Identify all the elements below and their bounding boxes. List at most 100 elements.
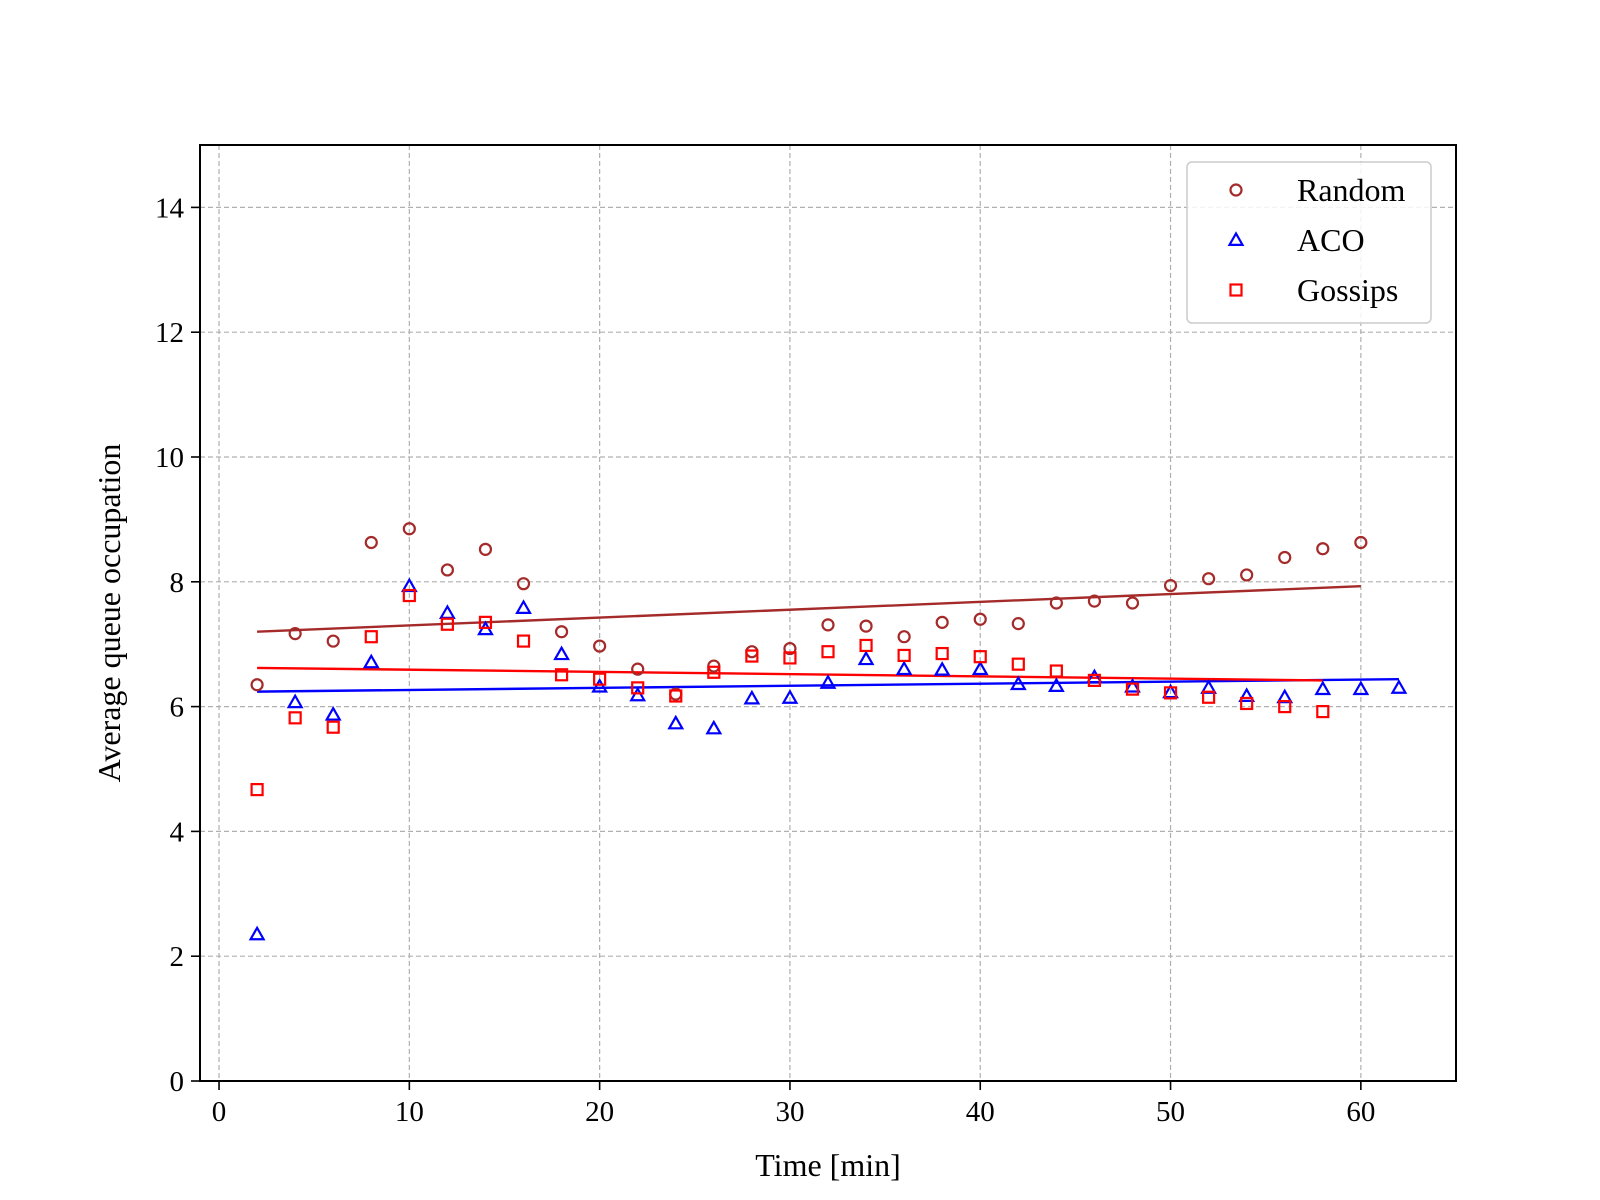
axis-ticks: 0 10 20 30 40 50 60 0 2 4 6 8 10 12 14 (155, 192, 1375, 1128)
data-point-random (1240, 568, 1254, 582)
data-point-gossips (669, 689, 683, 703)
x-tick-label: 20 (585, 1096, 614, 1128)
data-point-gossips (1316, 704, 1330, 719)
data-point-aco (286, 693, 304, 709)
data-point-aco (591, 677, 609, 693)
data-point-random (631, 662, 645, 676)
data-point-random (973, 612, 987, 626)
data-point-aco (1009, 675, 1027, 691)
x-tick-label: 60 (1346, 1096, 1375, 1128)
data-point-gossips (1011, 657, 1025, 671)
plot-frame (199, 144, 1457, 1082)
x-tick-label: 40 (966, 1096, 995, 1128)
data-point-gossips (935, 646, 949, 661)
data-point-gossips (402, 588, 416, 603)
data-point-gossips (516, 634, 531, 648)
x-tick-label: 30 (775, 1096, 804, 1128)
data-point-random (1163, 578, 1178, 593)
data-point-random (783, 641, 797, 656)
data-point-gossips (1125, 682, 1140, 696)
data-point-random (1316, 542, 1330, 556)
data-point-aco (781, 689, 799, 704)
legend-marker-gossips (1229, 283, 1243, 297)
y-tick-label: 2 (170, 941, 185, 973)
data-point-random (593, 639, 607, 653)
data-point-gossips (1087, 673, 1102, 687)
y-tick-label: 0 (170, 1066, 185, 1098)
data-point-aco (1352, 680, 1370, 696)
data-point-gossips (631, 681, 645, 695)
data-point-aco (857, 650, 875, 666)
x-tick-label: 50 (1156, 1096, 1185, 1128)
data-point-aco (1314, 680, 1332, 696)
data-point-random (1278, 550, 1292, 565)
data-point-random (364, 535, 378, 550)
data-point-random (821, 618, 835, 632)
data-point-gossips (554, 668, 569, 682)
legend-label-aco: ACO (1297, 222, 1365, 258)
data-point-random (1011, 617, 1025, 631)
legend-box (1186, 161, 1432, 324)
data-point-aco (1238, 687, 1256, 702)
data-point-gossips (326, 720, 340, 734)
legend-label-gossips: Gossips (1297, 272, 1398, 308)
data-point-gossips (288, 711, 302, 725)
data-point-gossips (440, 617, 454, 631)
data-point-gossips (593, 672, 607, 686)
legend-label-random: Random (1297, 172, 1406, 208)
data-point-aco (1390, 679, 1408, 694)
data-point-aco (705, 719, 723, 735)
data-point-aco (971, 660, 989, 676)
data-point-aco (895, 660, 913, 676)
data-point-aco (933, 661, 951, 676)
legend-marker-random (1229, 183, 1243, 197)
data-point-random (288, 626, 302, 641)
trend-line-gossips (257, 666, 1323, 682)
y-axis-label: Average queue occupation (91, 444, 127, 783)
data-point-aco (362, 653, 380, 669)
data-point-aco (629, 686, 647, 702)
data-point-gossips (1278, 699, 1292, 714)
data-point-random (402, 522, 416, 536)
data-point-random (554, 625, 569, 639)
data-point-gossips (973, 650, 987, 664)
x-tick-label: 0 (212, 1096, 227, 1128)
data-point-random (326, 634, 340, 648)
data-point-random (897, 630, 911, 644)
data-point-random (1087, 594, 1102, 608)
data-point-gossips (364, 630, 378, 644)
data-point-gossips (859, 638, 873, 653)
data-point-gossips (250, 782, 264, 797)
data-point-random (250, 678, 264, 692)
data-point-random (1049, 596, 1063, 610)
data-point-random (859, 619, 873, 633)
data-point-aco (324, 705, 342, 721)
data-point-aco (1162, 683, 1179, 699)
data-point-gossips (707, 665, 721, 679)
data-point-aco (1086, 668, 1103, 684)
legend-marker-aco (1227, 231, 1245, 246)
data-point-random (516, 577, 531, 591)
data-point-aco (667, 714, 685, 730)
legend: Random ACO Gossips (1186, 161, 1432, 324)
data-point-gossips (745, 649, 759, 663)
data-markers (248, 522, 1408, 941)
y-tick-label: 14 (155, 192, 185, 224)
data-point-aco (1124, 677, 1141, 693)
data-point-gossips (1049, 664, 1063, 678)
data-point-random (440, 563, 454, 577)
data-point-gossips (1202, 690, 1216, 704)
data-point-aco (819, 674, 837, 689)
y-tick-label: 4 (170, 816, 185, 848)
data-point-gossips (1163, 686, 1178, 700)
y-tick-label: 6 (170, 692, 185, 724)
data-point-random (1354, 535, 1368, 550)
data-point-gossips (783, 651, 797, 665)
y-tick-label: 8 (170, 567, 185, 599)
data-point-aco (743, 689, 761, 705)
y-tick-label: 12 (155, 317, 184, 349)
data-point-aco (248, 925, 266, 941)
data-point-random (478, 542, 493, 556)
data-point-aco (515, 599, 532, 614)
